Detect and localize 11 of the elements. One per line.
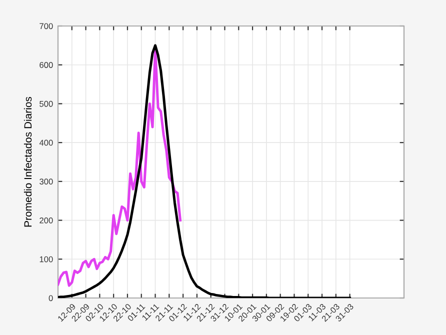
y-tick-label: 400 xyxy=(39,140,53,146)
y-axis-title: Promedio Infectados Diarios xyxy=(24,96,32,227)
y-tick-label: 100 xyxy=(40,256,53,262)
y-tick-label: 500 xyxy=(40,100,53,107)
y-tick-label: 700 xyxy=(40,23,53,30)
y-tick-label: 300 xyxy=(40,178,53,185)
y-tick-label: 200 xyxy=(40,217,53,224)
y-tick-label: 0 xyxy=(48,295,53,302)
line-series xyxy=(58,44,352,298)
line-series xyxy=(58,48,182,287)
y-tick-label: 600 xyxy=(40,62,53,68)
